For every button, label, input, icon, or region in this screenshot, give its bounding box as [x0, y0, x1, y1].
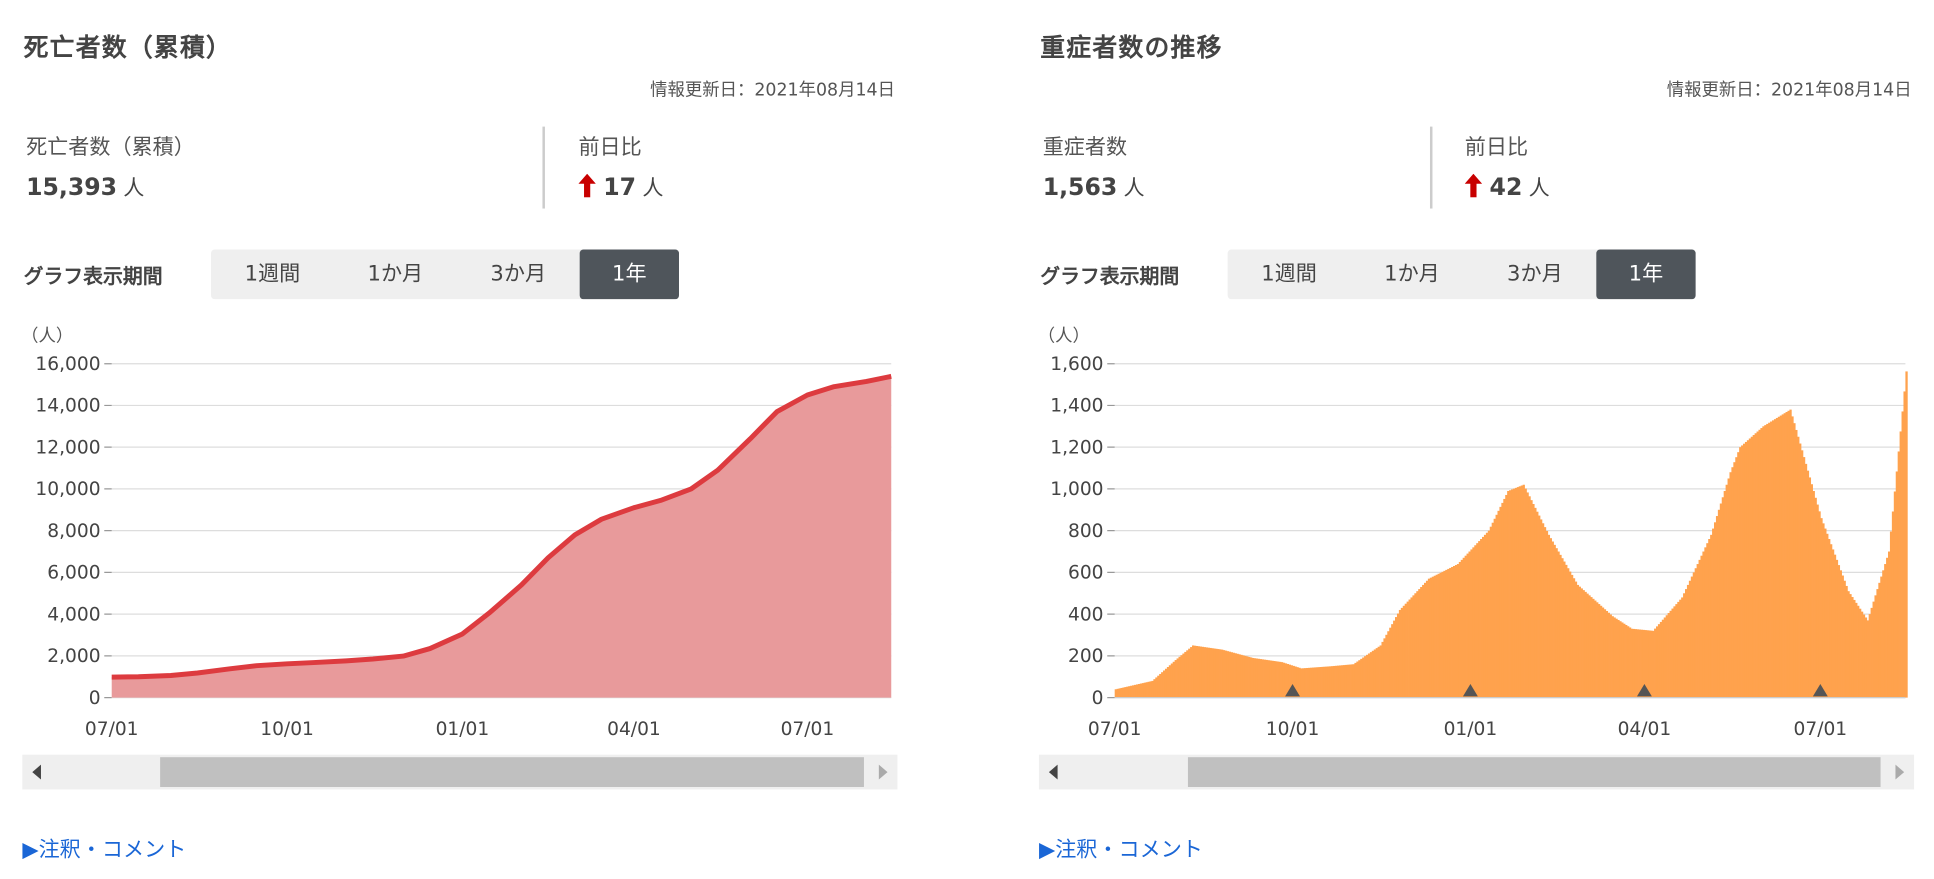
stat-divider [1430, 127, 1432, 209]
diff-label: 前日比 [578, 129, 663, 160]
y-tick-label: 14,000 [35, 396, 100, 417]
y-tick-label: 6,000 [47, 563, 100, 584]
up-arrow-icon [578, 174, 595, 198]
scroll-right-icon[interactable] [879, 765, 888, 780]
stat-unit: 人 [1124, 176, 1145, 201]
x-tick-label: 07/01 [1088, 719, 1142, 740]
period-label: グラフ表示期間 [1040, 259, 1179, 289]
x-tick-label: 07/01 [85, 719, 139, 740]
y-tick-label: 10,000 [35, 479, 100, 500]
x-tick-label: 10/01 [1266, 719, 1320, 740]
diff-value: 42 [1490, 174, 1523, 201]
period-1-year-button[interactable]: 1年 [1596, 250, 1695, 300]
y-tick-label: 600 [1068, 563, 1104, 584]
deaths-panel: 死亡者数（累積） 情報更新日：2021年08月14日 死亡者数（累積） 15,3… [21, 0, 897, 879]
x-tick-label: 01/01 [436, 719, 490, 740]
x-tick-label: 07/01 [1794, 719, 1848, 740]
period-selector: 1週間 1か月 3か月 1年 [211, 250, 679, 300]
y-tick-label: 1,400 [1050, 396, 1103, 417]
notes-comment-link[interactable]: ▶注釈・コメント [1039, 832, 1203, 863]
stat-value: 15,393 [26, 174, 117, 201]
stat-value: 1,563 [1043, 174, 1118, 201]
y-tick-label: 400 [1068, 604, 1104, 625]
period-3-month-button[interactable]: 3か月 [1473, 250, 1596, 300]
period-1-month-button[interactable]: 1か月 [334, 250, 457, 300]
diff-label: 前日比 [1465, 129, 1550, 160]
stat-label: 死亡者数（累積） [26, 129, 195, 160]
up-arrow-icon [1465, 174, 1482, 198]
chart-scrollbar[interactable] [1039, 755, 1914, 790]
updated-date: 情報更新日：2021年08月14日 [1667, 77, 1912, 102]
stat-unit: 人 [123, 176, 144, 201]
y-unit-label: （人） [1038, 326, 1090, 346]
y-tick-label: 0 [1092, 688, 1104, 709]
y-tick-label: 1,600 [1050, 354, 1103, 375]
y-tick-label: 1,200 [1050, 437, 1103, 458]
y-tick-label: 200 [1068, 646, 1104, 667]
y-unit-label: （人） [21, 326, 73, 346]
scrollbar-thumb[interactable] [1188, 757, 1881, 787]
panel-title: 死亡者数（累積） [24, 27, 233, 63]
y-tick-label: 12,000 [35, 437, 100, 458]
stat-label: 重症者数 [1043, 129, 1145, 160]
y-tick-label: 8,000 [47, 521, 100, 542]
period-1-year-button[interactable]: 1年 [580, 250, 679, 300]
deaths-chart: （人） 0 2,000 4,000 6,000 8,000 10,000 12,000 14,0… [21, 320, 897, 754]
diff-unit: 人 [642, 176, 663, 201]
x-tick-label: 04/01 [607, 719, 661, 740]
period-1-week-button[interactable]: 1週間 [211, 250, 334, 300]
period-1-week-button[interactable]: 1週間 [1228, 250, 1351, 300]
area-fill [112, 376, 892, 697]
y-tick-label: 1,000 [1050, 479, 1103, 500]
updated-date: 情報更新日：2021年08月14日 [650, 77, 895, 102]
bar [1905, 371, 1907, 697]
period-label: グラフ表示期間 [24, 259, 163, 289]
scroll-left-icon[interactable] [1049, 765, 1058, 780]
diff-unit: 人 [1529, 176, 1550, 201]
stat-divider [542, 127, 544, 209]
period-selector: 1週間 1か月 3か月 1年 [1228, 250, 1696, 300]
x-tick-label: 04/01 [1618, 719, 1672, 740]
x-tick-label: 10/01 [260, 719, 314, 740]
x-tick-label: 01/01 [1444, 719, 1498, 740]
x-tick-label: 07/01 [781, 719, 835, 740]
scroll-right-icon[interactable] [1895, 765, 1904, 780]
y-tick-label: 0 [89, 688, 101, 709]
period-3-month-button[interactable]: 3か月 [457, 250, 580, 300]
period-1-month-button[interactable]: 1か月 [1351, 250, 1474, 300]
y-tick-label: 2,000 [47, 646, 100, 667]
scroll-left-icon[interactable] [32, 765, 41, 780]
diff-value: 17 [603, 174, 636, 201]
y-tick-label: 16,000 [35, 354, 100, 375]
scrollbar-thumb[interactable] [160, 757, 864, 787]
y-tick-label: 800 [1068, 521, 1104, 542]
panel-title: 重症者数の推移 [1040, 27, 1222, 63]
severe-cases-chart: （人） 0 200 400 600 800 1,000 1,200 1,400 1,600 07/0… [1038, 320, 1914, 754]
notes-comment-link[interactable]: ▶注釈・コメント [22, 832, 186, 863]
chart-scrollbar[interactable] [22, 755, 897, 790]
y-tick-label: 4,000 [47, 604, 100, 625]
